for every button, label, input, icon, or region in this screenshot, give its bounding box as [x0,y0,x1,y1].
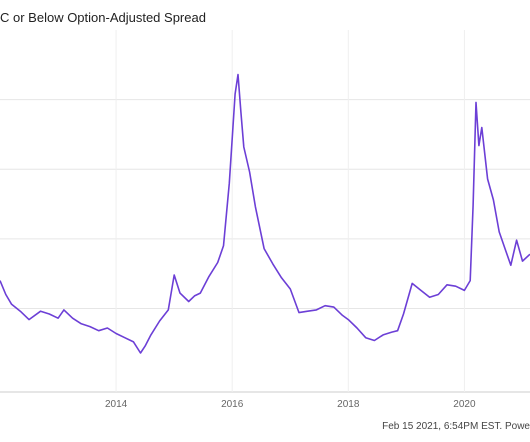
x-tick-label-2020: 2020 [453,399,476,410]
x-tick-label-2018: 2018 [337,399,360,410]
x-tick-label-2016: 2016 [221,399,244,410]
x-tick-label-2014: 2014 [105,399,128,410]
x-axis-ticks: 2014 2016 2018 2020 [105,399,476,410]
footer-credit: Feb 15 2021, 6:54PM EST. Powe [382,421,530,432]
grid-lines [0,30,530,393]
series-line [0,73,530,354]
chart-title: C or Below Option-Adjusted Spread [0,10,206,25]
